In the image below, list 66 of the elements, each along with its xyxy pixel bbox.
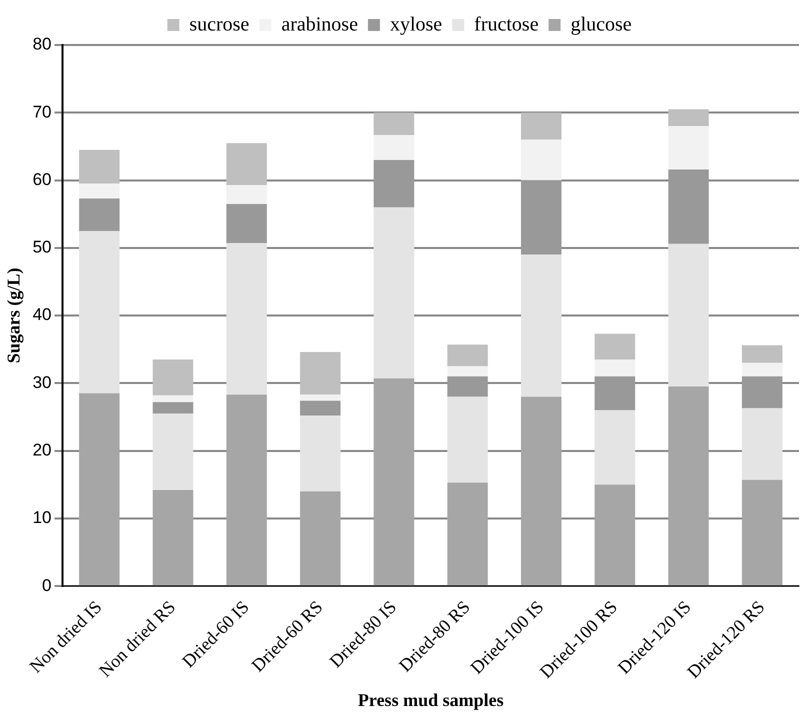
y-tick-label: 40 <box>32 305 52 324</box>
bar <box>594 334 636 360</box>
bar <box>79 150 120 184</box>
bar <box>374 207 414 378</box>
bar <box>226 143 267 185</box>
y-tick-label: 70 <box>32 102 52 122</box>
bar <box>374 160 414 208</box>
bar <box>300 394 341 401</box>
bar <box>152 402 194 414</box>
bar <box>594 359 636 376</box>
bar <box>594 376 636 410</box>
bar <box>300 352 341 395</box>
legend-label: glucose <box>570 13 632 36</box>
bar <box>447 482 488 586</box>
bar <box>520 140 562 180</box>
bar <box>300 491 341 586</box>
y-tick-label: 0 <box>42 576 52 595</box>
bar <box>668 244 709 387</box>
bar <box>226 243 267 395</box>
bar <box>594 484 636 586</box>
bar <box>742 362 782 376</box>
bar <box>520 112 562 140</box>
y-tick-label: 20 <box>32 440 52 460</box>
bar <box>374 378 414 586</box>
y-tick-label: 10 <box>32 508 52 528</box>
bar <box>668 109 709 126</box>
bar <box>594 410 636 485</box>
bar <box>520 180 562 255</box>
bar <box>300 400 341 416</box>
bar <box>447 376 488 397</box>
bar <box>742 408 782 480</box>
y-axis-title: Sugars (g/L) <box>3 268 24 364</box>
bar <box>668 126 709 170</box>
bar <box>374 134 414 160</box>
bar <box>447 366 488 376</box>
bar <box>226 185 267 204</box>
bar <box>447 396 488 483</box>
bar <box>152 414 194 490</box>
bar <box>226 204 267 244</box>
legend-label: sucrose <box>189 13 250 36</box>
bar <box>152 395 194 402</box>
legend-label: arabinose <box>281 13 358 36</box>
bar <box>79 230 120 394</box>
bar <box>520 396 562 586</box>
y-tick-label: 60 <box>32 170 52 189</box>
legend-label: xylose <box>390 13 442 36</box>
bar <box>374 112 414 135</box>
legend-label: fructose <box>474 13 539 36</box>
bar <box>668 169 709 244</box>
bar <box>447 344 488 366</box>
bar <box>79 393 120 586</box>
y-tick-label: 30 <box>32 372 52 392</box>
y-tick-label: 80 <box>32 34 52 54</box>
bar <box>742 345 782 363</box>
bar <box>152 490 194 586</box>
bar <box>520 254 562 397</box>
bar <box>742 376 782 408</box>
bar <box>79 198 120 231</box>
bar <box>300 416 341 492</box>
x-axis-title: Press mud samples <box>358 690 504 710</box>
bar <box>152 359 194 396</box>
bar <box>79 184 120 199</box>
y-tick-label: 50 <box>32 238 52 257</box>
bar <box>668 386 709 586</box>
bar <box>226 394 267 586</box>
bar <box>742 480 782 586</box>
